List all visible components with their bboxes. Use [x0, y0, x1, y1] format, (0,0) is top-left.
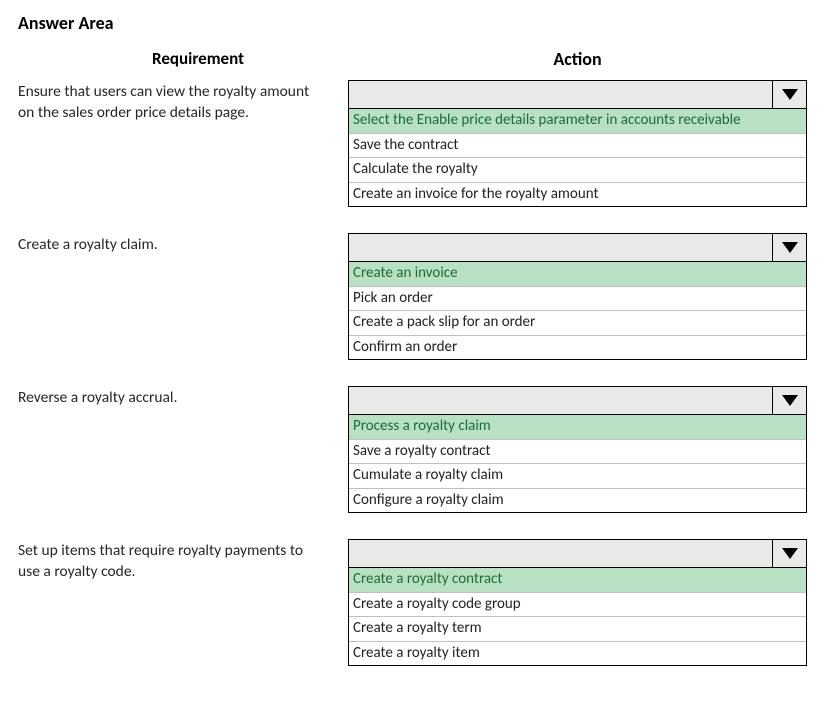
dropdown-option[interactable]: Process a royalty claim [349, 415, 806, 440]
table-row: Create a royalty claim.Create an invoice… [18, 233, 807, 360]
action-cell: Select the Enable price details paramete… [348, 80, 807, 207]
dropdown-list: Create an invoicePick an orderCreate a p… [349, 262, 806, 359]
page-title: Answer Area [18, 12, 807, 34]
dropdown-header[interactable] [349, 234, 806, 262]
dropdown-list: Process a royalty claimSave a royalty co… [349, 415, 806, 512]
table-row: Set up items that require royalty paymen… [18, 539, 807, 666]
dropdown-header[interactable] [349, 81, 806, 109]
dropdown-list: Select the Enable price details paramete… [349, 109, 806, 206]
requirement-text: Create a royalty claim. [18, 233, 348, 256]
dropdown-option[interactable]: Calculate the royalty [349, 158, 806, 183]
dropdown-header[interactable] [349, 387, 806, 415]
chevron-down-icon [782, 242, 798, 253]
dropdown-option[interactable]: Create a pack slip for an order [349, 311, 806, 336]
action-cell: Create an invoicePick an orderCreate a p… [348, 233, 807, 360]
dropdown-selected-blank [349, 81, 772, 108]
dropdown-option[interactable]: Create a royalty code group [349, 593, 806, 618]
action-cell: Create a royalty contractCreate a royalt… [348, 539, 807, 666]
table-row: Ensure that users can view the royalty a… [18, 80, 807, 207]
requirement-text: Set up items that require royalty paymen… [18, 539, 348, 583]
dropdown-option[interactable]: Configure a royalty claim [349, 489, 806, 513]
chevron-down-icon [782, 548, 798, 559]
column-headers: Requirement Action [18, 48, 807, 70]
dropdown-option[interactable]: Cumulate a royalty claim [349, 464, 806, 489]
dropdown-option[interactable]: Create a royalty item [349, 642, 806, 666]
dropdown-selected-blank [349, 540, 772, 567]
dropdown-option[interactable]: Confirm an order [349, 336, 806, 360]
header-action: Action [348, 48, 807, 70]
action-dropdown[interactable]: Select the Enable price details paramete… [348, 80, 807, 207]
header-requirement: Requirement [18, 48, 348, 70]
dropdown-option[interactable]: Save the contract [349, 134, 806, 159]
dropdown-arrow-cell[interactable] [772, 234, 806, 261]
dropdown-option[interactable]: Create a royalty term [349, 617, 806, 642]
dropdown-option[interactable]: Create a royalty contract [349, 568, 806, 593]
dropdown-arrow-cell[interactable] [772, 81, 806, 108]
dropdown-option[interactable]: Pick an order [349, 287, 806, 312]
action-dropdown[interactable]: Create a royalty contractCreate a royalt… [348, 539, 807, 666]
dropdown-selected-blank [349, 234, 772, 261]
dropdown-list: Create a royalty contractCreate a royalt… [349, 568, 806, 665]
dropdown-header[interactable] [349, 540, 806, 568]
chevron-down-icon [782, 89, 798, 100]
action-cell: Process a royalty claimSave a royalty co… [348, 386, 807, 513]
rows-container: Ensure that users can view the royalty a… [18, 80, 807, 666]
chevron-down-icon [782, 395, 798, 406]
dropdown-selected-blank [349, 387, 772, 414]
requirement-text: Reverse a royalty accrual. [18, 386, 348, 409]
dropdown-arrow-cell[interactable] [772, 387, 806, 414]
action-dropdown[interactable]: Create an invoicePick an orderCreate a p… [348, 233, 807, 360]
dropdown-arrow-cell[interactable] [772, 540, 806, 567]
action-dropdown[interactable]: Process a royalty claimSave a royalty co… [348, 386, 807, 513]
dropdown-option[interactable]: Create an invoice for the royalty amount [349, 183, 806, 207]
table-row: Reverse a royalty accrual.Process a roya… [18, 386, 807, 513]
dropdown-option[interactable]: Select the Enable price details paramete… [349, 109, 806, 134]
requirement-text: Ensure that users can view the royalty a… [18, 80, 348, 124]
dropdown-option[interactable]: Create an invoice [349, 262, 806, 287]
dropdown-option[interactable]: Save a royalty contract [349, 440, 806, 465]
